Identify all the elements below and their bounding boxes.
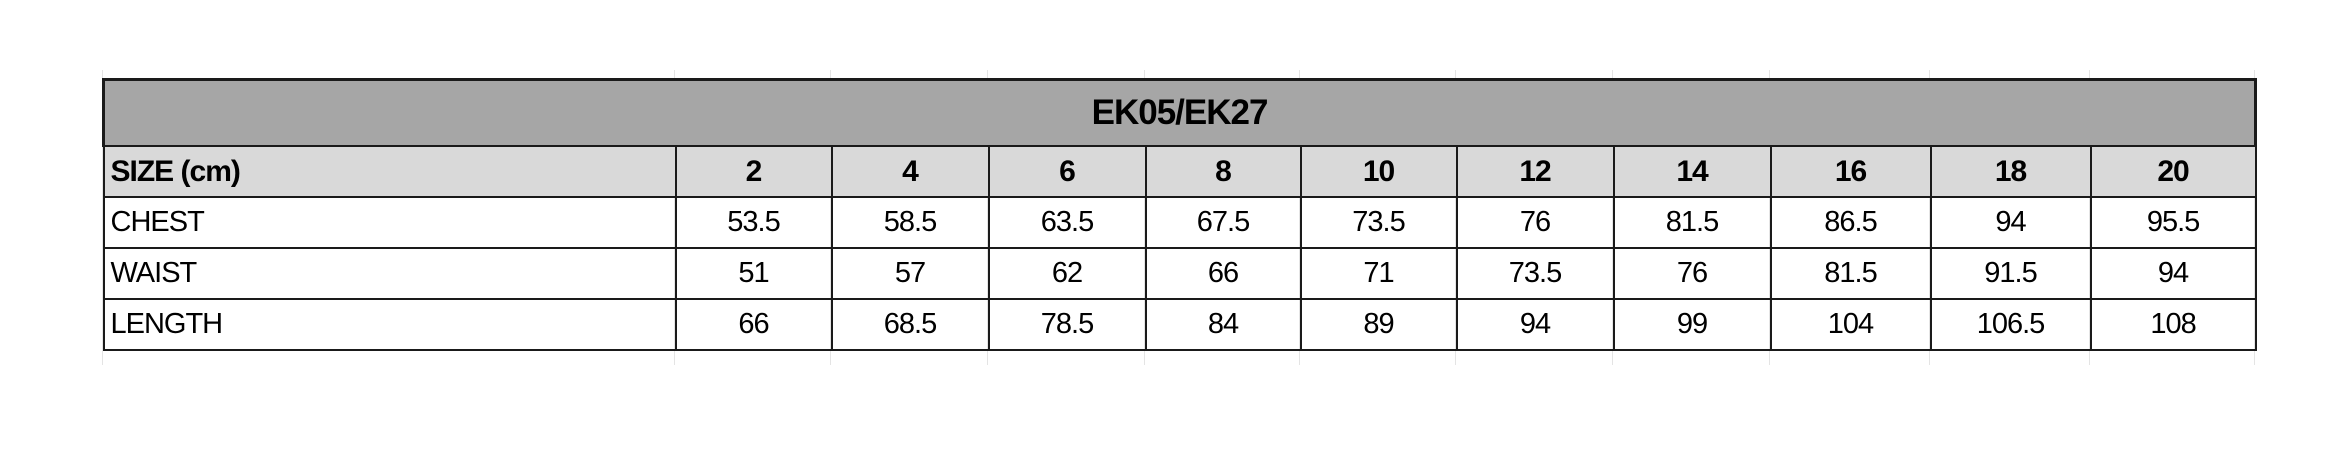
measurement-cell: 81.5 [1612,196,1772,249]
size-header: 10 [1299,145,1458,198]
gridline [102,70,103,365]
measurement-cell: 71 [1299,247,1458,300]
table-title: EK05/EK27 [101,78,2258,147]
table-row: CHEST 53.5 58.5 63.5 67.5 73.5 76 81.5 86.5 94 95.… [102,196,2257,249]
measurement-cell: 81.5 [1769,247,1932,300]
table-row: LENGTH 66 68.5 78.5 84 89 94 99 104 106.5 108 [102,298,2257,351]
measurement-cell: 89 [1299,298,1458,351]
measurement-cell: 99 [1612,298,1772,351]
row-label: CHEST [102,196,677,249]
measurement-cell: 84 [1144,298,1302,351]
measurement-cell: 68.5 [830,298,990,351]
measurement-cell: 91.5 [1929,247,2092,300]
table-row: WAIST 51 57 62 66 71 73.5 76 81.5 91.5 94 [102,247,2257,300]
size-header: 18 [1929,145,2092,198]
measurement-cell: 62 [987,247,1147,300]
size-header: 4 [830,145,990,198]
row-label: LENGTH [102,298,677,351]
size-header: 12 [1455,145,1615,198]
measurement-cell: 78.5 [987,298,1147,351]
measurement-cell: 67.5 [1144,196,1302,249]
measurement-cell: 51 [674,247,833,300]
measurement-cell: 58.5 [830,196,990,249]
size-chart-table: EK05/EK27 SIZE (cm) 2 4 6 8 10 12 14 16 18 20 CHEST… [101,78,2258,351]
measurement-cell: 76 [1455,196,1615,249]
size-header: 20 [2089,145,2257,198]
measurement-cell: 73.5 [1455,247,1615,300]
measurement-cell: 57 [830,247,990,300]
header-row: SIZE (cm) 2 4 6 8 10 12 14 16 18 20 [102,145,2257,198]
measurement-cell: 94 [2089,247,2257,300]
row-label: WAIST [102,247,677,300]
measurement-cell: 94 [1929,196,2092,249]
measurement-cell: 53.5 [674,196,833,249]
measurement-cell: 94 [1455,298,1615,351]
measurement-cell: 76 [1612,247,1772,300]
size-header: 16 [1769,145,1932,198]
measurement-cell: 95.5 [2089,196,2257,249]
size-header: 8 [1144,145,1302,198]
measurement-cell: 104 [1769,298,1932,351]
measurement-cell: 66 [1144,247,1302,300]
header-label: SIZE (cm) [102,145,677,198]
size-header: 6 [987,145,1147,198]
measurement-cell: 108 [2089,298,2257,351]
title-row: EK05/EK27 [101,78,2258,147]
measurement-cell: 66 [674,298,833,351]
measurement-cell: 73.5 [1299,196,1458,249]
measurement-cell: 106.5 [1929,298,2092,351]
size-header: 2 [674,145,833,198]
size-header: 14 [1612,145,1772,198]
measurement-cell: 63.5 [987,196,1147,249]
measurement-cell: 86.5 [1769,196,1932,249]
